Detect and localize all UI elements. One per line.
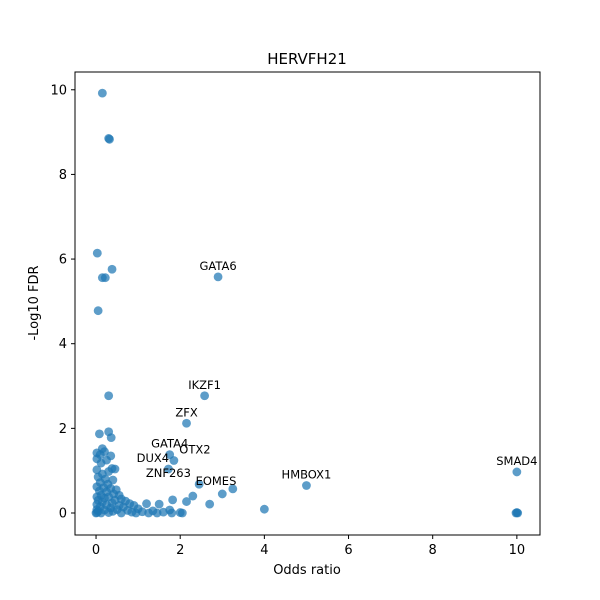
data-point: [106, 433, 116, 443]
data-point: [164, 464, 173, 474]
y-tick-label: 2: [59, 422, 67, 437]
data-point: [100, 273, 110, 283]
y-tick-label: 4: [59, 337, 67, 352]
point-annotation: ZFX: [175, 405, 197, 419]
data-point: [96, 458, 106, 468]
point-annotation: GATA4: [151, 437, 188, 451]
x-tick-label: 10: [509, 543, 526, 558]
y-tick-label: 6: [59, 253, 67, 268]
data-point: [513, 508, 523, 518]
data-point: [200, 391, 210, 401]
x-tick-label: 8: [429, 543, 437, 558]
data-point: [182, 497, 191, 506]
y-tick-label: 8: [59, 168, 67, 183]
x-tick-label: 0: [92, 543, 100, 558]
data-point: [168, 495, 178, 505]
data-point: [512, 467, 522, 477]
x-tick-label: 2: [176, 543, 184, 558]
data-point: [175, 508, 185, 517]
data-point: [154, 499, 164, 509]
data-point: [213, 272, 223, 282]
point-annotation: IKZF1: [188, 378, 221, 392]
data-point: [194, 479, 204, 489]
x-axis-label: Odds ratio: [273, 563, 341, 578]
y-axis-ticks: 0 2 4 6 8 10: [50, 83, 75, 521]
x-axis-ticks: 0 2 4 6 8 10: [92, 535, 525, 558]
data-point: [302, 481, 311, 490]
data-point: [169, 456, 179, 465]
data-point: [205, 499, 215, 509]
data-point: [116, 508, 126, 518]
data-point: [97, 88, 107, 98]
data-point: [107, 264, 117, 274]
data-point: [142, 499, 151, 509]
chart-title: HERVFH21: [267, 50, 347, 68]
y-axis-label: -Log10 FDR: [27, 265, 42, 340]
data-point: [131, 508, 141, 518]
data-point: [217, 489, 227, 499]
data-point: [96, 508, 106, 518]
point-annotation: EOMES: [196, 474, 237, 488]
data-point: [144, 508, 154, 518]
point-annotation: HMBOX1: [282, 467, 332, 481]
data-point: [259, 504, 269, 514]
data-point: [104, 391, 114, 401]
data-point: [92, 248, 102, 258]
data-point: [93, 306, 103, 316]
plot-frame: [74, 71, 541, 536]
data-point: [188, 491, 198, 501]
point-annotation: GATA6: [199, 259, 236, 273]
x-tick-label: 4: [260, 543, 268, 558]
data-point: [95, 429, 104, 439]
point-annotation: DUX4: [137, 451, 169, 465]
x-tick-label: 6: [344, 543, 352, 558]
data-point: [167, 508, 177, 518]
point-annotation: OTX2: [179, 443, 210, 457]
data-point: [152, 508, 162, 518]
y-tick-label: 10: [50, 83, 67, 98]
data-point: [182, 418, 191, 428]
data-point: [228, 484, 238, 494]
data-points: [91, 88, 523, 518]
point-annotation: SMAD4: [496, 454, 537, 468]
data-point: [104, 508, 114, 517]
point-annotation: ZNF263: [146, 466, 191, 480]
data-point: [105, 134, 114, 144]
y-tick-label: 0: [59, 506, 67, 521]
